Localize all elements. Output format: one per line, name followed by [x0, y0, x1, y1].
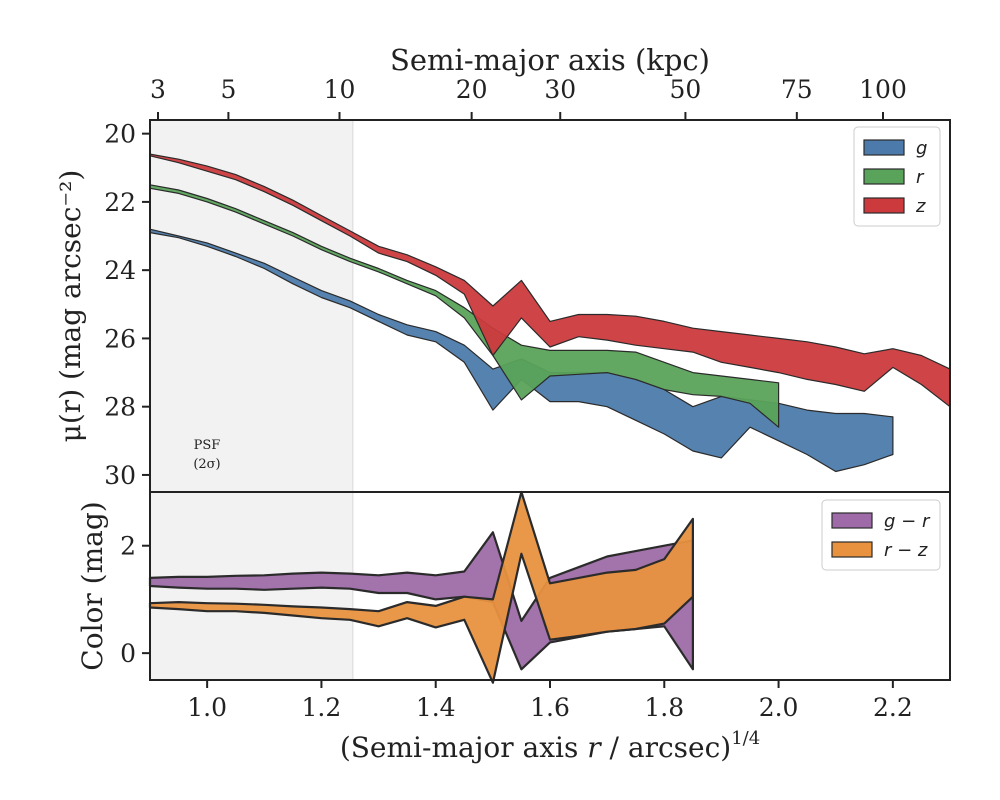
band-sb-1	[149, 184, 780, 428]
surface-brightness-ylabel: μ(r) (mag arcsec⁻²)	[54, 170, 87, 443]
x-axis-title-exponent: 1/4	[731, 728, 760, 749]
psf-label: PSF	[194, 438, 221, 453]
band-legend: grz	[853, 126, 941, 227]
legend-label-sb-0: g	[916, 138, 927, 159]
legend-label-color-1: r − z	[884, 540, 928, 561]
kpc-tick-label: 20	[456, 75, 488, 104]
legend-label-color-0: g − r	[884, 511, 931, 532]
xtick-label: 2.0	[759, 693, 799, 722]
color-panel: 02 1.0 1.2 1.4 1.6 1.8 2.0 2.2 Color (mag) (Se…	[76, 490, 951, 764]
legend-label-sb-1: r	[916, 167, 925, 188]
color-ylabel: Color (mag)	[76, 501, 109, 670]
kpc-axis-title: Semi-major axis (kpc)	[390, 43, 710, 77]
legend-swatch-color-1	[831, 541, 873, 558]
ytick-label: 24	[104, 256, 136, 285]
x-axis-title-var: r	[587, 731, 602, 764]
color-panel-frame	[149, 491, 951, 681]
band-sb-0	[149, 228, 894, 473]
legend-label-sb-2: z	[915, 196, 926, 217]
color-ytick-label: 2	[120, 532, 136, 561]
legend-swatch-sb-2	[863, 197, 905, 214]
kpc-tick-label: 10	[324, 75, 356, 104]
xtick-label: 1.6	[530, 693, 570, 722]
psf-shaded-region	[150, 120, 353, 492]
x-axis-ticks: 1.0 1.2 1.4 1.6 1.8 2.0 2.2	[187, 680, 913, 722]
color-legend: g − r r − z	[821, 499, 941, 571]
xtick-label: 2.2	[873, 693, 913, 722]
x-axis-title-mid: / arcsec)	[601, 731, 732, 764]
color-ytick-label: 0	[120, 639, 136, 668]
legend-swatch-sb-0	[863, 139, 905, 156]
kpc-tick-label: 30	[544, 75, 576, 104]
xtick-label: 1.8	[644, 693, 684, 722]
ytick-label: 30	[104, 461, 136, 490]
surface-brightness-panel: PSF (2σ) 20 22 24 26 28 30 3 5 10 20 30 50 75 100 Se…	[54, 43, 951, 493]
xtick-label: 1.0	[187, 693, 227, 722]
kpc-tick-label: 3	[150, 75, 166, 104]
band-color-1	[148, 490, 695, 684]
psf-sigma-label: (2σ)	[193, 457, 220, 472]
ytick-label: 22	[104, 188, 136, 217]
y-axis-ticks-color: 02	[120, 532, 150, 668]
kpc-axis-ticks: 3 5 10 20 30 50 75 100	[150, 75, 907, 120]
kpc-tick-label: 75	[781, 75, 813, 104]
kpc-tick-label: 100	[859, 75, 907, 104]
legend-swatch-color-0	[831, 512, 873, 529]
x-axis-title: (Semi-major axis r / arcsec)1/4	[340, 728, 760, 764]
y-axis-ticks-top: 20 22 24 26 28 30	[104, 120, 150, 490]
ytick-label: 28	[104, 393, 136, 422]
x-axis-title-prefix: (Semi-major axis	[340, 731, 587, 764]
legend-swatch-sb-1	[863, 168, 905, 185]
xtick-label: 1.2	[302, 693, 342, 722]
xtick-label: 1.4	[416, 693, 456, 722]
kpc-tick-label: 50	[670, 75, 702, 104]
ytick-label: 26	[104, 324, 136, 353]
color-bands	[148, 490, 695, 684]
kpc-tick-label: 5	[220, 75, 236, 104]
ytick-label: 20	[104, 120, 136, 149]
